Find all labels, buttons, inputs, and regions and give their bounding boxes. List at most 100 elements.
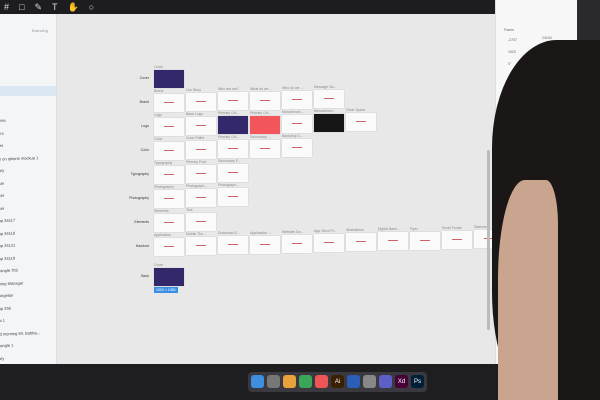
- layer-item[interactable]: Sticker: [0, 205, 5, 211]
- layer-item[interactable]: Frames: [0, 117, 6, 124]
- app-icon[interactable]: [363, 375, 376, 388]
- frame-thumbnail[interactable]: Digital Bann...: [378, 227, 408, 251]
- layer-item[interactable]: Rectangle 1: [0, 342, 14, 349]
- frame-content: [388, 240, 398, 242]
- frame-thumbnail[interactable]: Photography: [154, 185, 184, 208]
- layer-item[interactable]: Sticker: [0, 192, 5, 199]
- layer-item[interactable]: Library: [0, 355, 5, 361]
- frame-thumbnail[interactable]: Photograph...: [186, 184, 216, 208]
- layer-item[interactable]: Colors: [0, 130, 4, 136]
- frame-thumbnail[interactable]: Mobile Thu...: [186, 232, 216, 256]
- frame-title: Color Pallet: [186, 136, 205, 141]
- frame-title: What do we ...: [250, 86, 273, 91]
- frame-thumbnail[interactable]: Primary Col...: [250, 111, 280, 134]
- frame-thumbnail[interactable]: Message Sa...: [314, 85, 344, 108]
- photoshop-icon[interactable]: Ps: [411, 375, 424, 388]
- person-face: [498, 180, 558, 400]
- row-label: Color: [140, 148, 149, 152]
- frame-thumbnail[interactable]: Primary Font: [186, 160, 216, 184]
- layer-item[interactable]: Sticker: [0, 180, 5, 186]
- figma-icon[interactable]: [315, 375, 328, 388]
- frame-thumbnail[interactable]: Primary Col...: [218, 111, 248, 135]
- canvas-scrollbar[interactable]: [487, 150, 490, 330]
- frame-thumbnail[interactable]: Elements: [154, 209, 184, 232]
- comment-icon[interactable]: ○: [88, 2, 95, 12]
- frame-thumbnail[interactable]: Logo: [154, 113, 184, 136]
- w-field[interactable]: 1920: [508, 50, 516, 54]
- frame-title: Monochrom...: [282, 109, 304, 114]
- row-label: Brand: [139, 100, 149, 104]
- page-selector[interactable]: Branding: [31, 28, 48, 33]
- frame-thumbnail[interactable]: Email Footer: [442, 226, 472, 249]
- layer-item[interactable]: Library: [0, 167, 5, 174]
- frame-thumbnail[interactable]: Flyer: [410, 227, 440, 250]
- layer-item[interactable]: Morning Manager: [0, 279, 24, 287]
- frame-title: Color: [154, 137, 163, 141]
- finder-icon[interactable]: [251, 375, 264, 388]
- frame-thumbnail[interactable]: App Store Pr...: [314, 229, 344, 252]
- frame-thumbnail[interactable]: Application: [154, 233, 184, 256]
- frame-thumbnail[interactable]: Brand: [154, 89, 184, 112]
- frame-title: Stationery: [474, 225, 490, 229]
- frame-thumbnail[interactable]: Color Pallet: [186, 136, 216, 160]
- canvas[interactable]: Cover Cover Brand Brand Our Story Who are we?…: [57, 14, 504, 364]
- frame-thumbnail[interactable]: Backdrop C...: [282, 134, 312, 157]
- frame-content: [228, 148, 238, 150]
- word-icon[interactable]: [347, 375, 360, 388]
- frame-thumbnail[interactable]: Cover: [154, 65, 184, 88]
- frame-title: Secondary F...: [218, 159, 241, 164]
- launchpad-icon[interactable]: [267, 375, 280, 388]
- frame-thumbnail[interactable]: Primary Col...: [218, 135, 248, 159]
- layer-item[interactable]: Rectangle 703: [0, 267, 18, 274]
- frame-thumbnail[interactable]: Monochrom...: [314, 109, 344, 132]
- layer-item[interactable]: Group 34119: [0, 255, 16, 261]
- frame-thumbnail[interactable]: Color: [154, 137, 184, 160]
- photos-icon[interactable]: [283, 375, 296, 388]
- frame-thumbnail[interactable]: Text: [186, 208, 216, 232]
- frame-thumbnail[interactable]: Secondary F...: [218, 159, 248, 183]
- frame-content: [292, 98, 302, 100]
- pen-icon[interactable]: ✎: [34, 1, 42, 12]
- frame-thumbnail[interactable]: Cover: [154, 263, 184, 286]
- layer-item[interactable]: Group 295: [0, 305, 11, 311]
- layer-item[interactable]: Good morning Mr. Bobba...: [0, 329, 41, 337]
- layer-item[interactable]: Group 34121: [0, 242, 16, 249]
- layer-item[interactable]: Group 34118: [0, 230, 16, 236]
- frame-thumbnail[interactable]: Website Scr...: [282, 230, 312, 253]
- frame-thumbnail[interactable]: Application ...: [250, 231, 280, 254]
- frame-content: [356, 121, 366, 123]
- frame-thumbnail[interactable]: Secondary ...: [250, 135, 280, 158]
- rotation-field[interactable]: 0°: [508, 62, 512, 66]
- frame-thumbnail[interactable]: Photograph...: [218, 183, 248, 207]
- frame-thumbnail[interactable]: Base Logo: [186, 112, 216, 136]
- frame-thumbnail[interactable]: Illustrations: [346, 228, 376, 252]
- text-icon[interactable]: T: [52, 2, 58, 12]
- frame-thumbnail[interactable]: What do we ...: [250, 87, 280, 110]
- frame-thumbnail[interactable]: Our Story: [186, 88, 216, 112]
- xd-icon[interactable]: Xd: [395, 375, 408, 388]
- frame-icon[interactable]: #: [4, 2, 10, 12]
- shape-icon[interactable]: □: [19, 2, 25, 12]
- teams-icon[interactable]: [379, 375, 392, 388]
- y-field[interactable]: 24194: [542, 36, 552, 40]
- layer-item[interactable]: Cases: [0, 142, 4, 149]
- frame-title: Base Logo: [186, 112, 203, 117]
- frame-thumbnail[interactable]: Clear Space: [346, 108, 376, 132]
- frame-title: Flyer: [410, 226, 418, 231]
- layer-item[interactable]: Mr. Angelan: [0, 292, 14, 299]
- layer-item[interactable]: Scan on iphone mockup 1: [0, 154, 39, 162]
- frame-content: [196, 149, 206, 151]
- x-field[interactable]: -2707: [508, 38, 517, 42]
- frame-thumbnail[interactable]: Typography: [154, 161, 184, 184]
- frame-thumbnail[interactable]: Who do we ...: [282, 86, 312, 109]
- illustrator-icon[interactable]: Ai: [331, 375, 344, 388]
- hand-icon[interactable]: ✋: [67, 1, 79, 12]
- layer-item[interactable]: Group 34117: [0, 217, 16, 224]
- chrome-icon[interactable]: [299, 375, 312, 388]
- layer-item[interactable]: Lines 1: [0, 317, 5, 323]
- frame-thumbnail[interactable]: Download S...: [218, 231, 248, 255]
- frame-thumbnail[interactable]: Who are we?: [218, 87, 248, 111]
- frame-content: [196, 125, 206, 127]
- frame-title: Digital Bann...: [378, 227, 400, 232]
- frame-thumbnail[interactable]: Monochrom...: [282, 110, 312, 133]
